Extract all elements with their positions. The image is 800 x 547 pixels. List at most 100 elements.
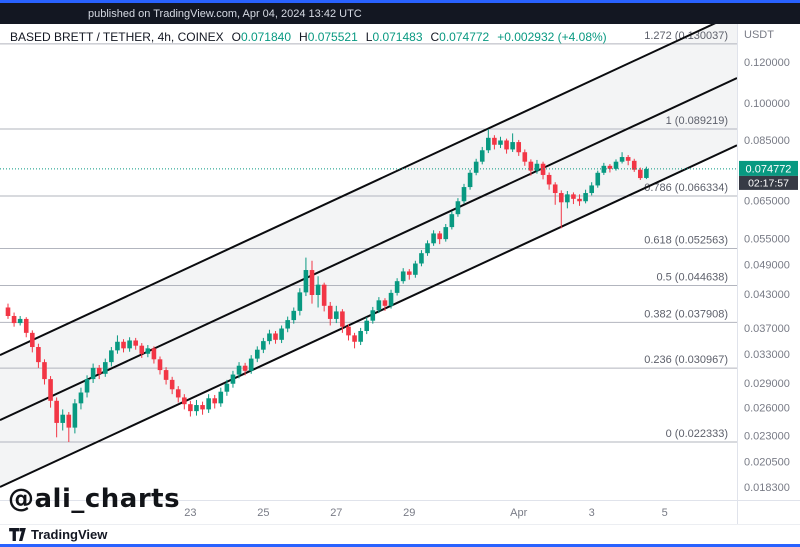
candle-body — [364, 320, 370, 331]
candle-body — [102, 362, 108, 374]
candle-body — [498, 140, 503, 145]
author-watermark: @ali_charts — [8, 484, 181, 514]
fib-label: 0.382 (0.037908) — [644, 308, 728, 320]
candle-body — [546, 174, 552, 185]
candle-body — [419, 253, 424, 264]
candle-body — [528, 161, 534, 171]
candle-body — [486, 137, 491, 151]
candle-body — [188, 404, 193, 412]
last-price-badge — [739, 160, 798, 176]
candle-body — [279, 328, 284, 340]
price-tick-label: 0.065000 — [744, 196, 790, 208]
candle-body — [327, 305, 333, 319]
price-tick-label: 0.023000 — [744, 430, 790, 442]
price-change: +0.002932 (+4.08%) — [497, 30, 607, 44]
candle-body — [577, 198, 582, 202]
price-tick-label: 0.033000 — [744, 349, 790, 361]
candle-body — [638, 169, 643, 179]
candle-body — [358, 330, 363, 342]
last-price-badge-value: 0.074772 — [746, 163, 792, 175]
fib-label: 0.786 (0.066334) — [644, 182, 728, 194]
candle-body — [194, 405, 199, 412]
candle-body — [182, 397, 187, 405]
candles — [5, 128, 649, 443]
candle-body — [261, 341, 266, 350]
candle-body — [303, 270, 309, 293]
candle-body — [607, 165, 613, 169]
candle-body — [370, 310, 376, 321]
channel-line-upper — [0, 24, 716, 357]
candle-body — [473, 161, 479, 173]
price-tick-label: 0.085000 — [744, 135, 790, 147]
candle-body — [5, 307, 11, 317]
candle-body — [175, 389, 181, 398]
time-tick-label: 29 — [403, 507, 415, 519]
candle-body — [321, 284, 327, 306]
candle-body — [394, 281, 400, 293]
candle-body — [346, 326, 351, 336]
candle-body — [510, 142, 515, 150]
candle-body — [425, 243, 430, 254]
candle-body — [644, 168, 649, 178]
candle-body — [534, 163, 540, 171]
candle-body — [571, 194, 576, 199]
candle-body — [589, 185, 594, 194]
candle-body — [625, 157, 631, 161]
candle-body — [163, 370, 169, 380]
candle-body — [109, 350, 114, 363]
price-tick-label: 0.049000 — [744, 259, 790, 271]
candle-body — [96, 367, 102, 374]
time-tick-label: 25 — [257, 507, 269, 519]
price-tick-label: 0.055000 — [744, 233, 790, 245]
candle-body — [443, 227, 449, 240]
candle-body — [595, 172, 601, 186]
candle-body — [212, 398, 218, 404]
time-tick-label: 27 — [330, 507, 342, 519]
fib-label: 1 (0.089219) — [666, 115, 728, 127]
candle-body — [273, 333, 278, 340]
candle-body — [206, 398, 211, 410]
time-axis[interactable]: 23 25 27 29 Apr 3 5 — [184, 507, 667, 519]
candle-body — [17, 318, 23, 324]
candle-body — [127, 340, 132, 349]
candle-body — [169, 379, 175, 390]
candle-body — [334, 311, 339, 319]
candle-body — [583, 193, 588, 202]
candle-body — [78, 392, 84, 404]
ohlc-close: C0.074772 — [430, 30, 490, 44]
price-axis[interactable]: 0.120000 0.100000 0.085000 0.065000 0.055000… — [744, 29, 790, 494]
candle-body — [30, 332, 35, 348]
candle-body — [115, 341, 120, 351]
candle-body — [382, 300, 388, 306]
candle-body — [84, 379, 90, 393]
channel-line-middle — [0, 77, 737, 422]
candle-body — [406, 271, 412, 275]
candle-body — [36, 347, 41, 363]
candle-body — [285, 320, 290, 329]
candle-body — [66, 414, 72, 428]
candle-body — [254, 349, 260, 359]
candle-body — [145, 348, 151, 354]
candle-body — [461, 187, 467, 202]
candle-body — [352, 335, 357, 342]
quote-currency-label: USDT — [744, 29, 774, 41]
candle-body — [388, 292, 394, 306]
candle-body — [157, 359, 163, 371]
tradingview-brand[interactable]: TradingView — [31, 527, 108, 542]
time-tick-label: 3 — [589, 507, 595, 519]
chart-region: 1.272 (0.130037)1 (0.089219)0.786 (0.066… — [0, 24, 800, 524]
candle-body — [72, 403, 78, 428]
tradingview-logo-icon[interactable] — [9, 528, 26, 541]
candle-body — [121, 341, 126, 349]
candle-body — [522, 152, 528, 162]
candle-body — [54, 400, 59, 423]
price-tick-label: 0.029000 — [744, 378, 790, 390]
chart-canvas[interactable]: 1.272 (0.130037)1 (0.089219)0.786 (0.066… — [0, 24, 800, 524]
countdown-value: 02:17:57 — [748, 177, 789, 189]
ohlc-high: H0.075521 — [299, 30, 358, 44]
candle-body — [558, 193, 564, 203]
candle-body — [133, 340, 138, 346]
candle-body — [224, 383, 230, 392]
price-tick-label: 0.043000 — [744, 289, 790, 301]
candle-body — [90, 367, 96, 380]
